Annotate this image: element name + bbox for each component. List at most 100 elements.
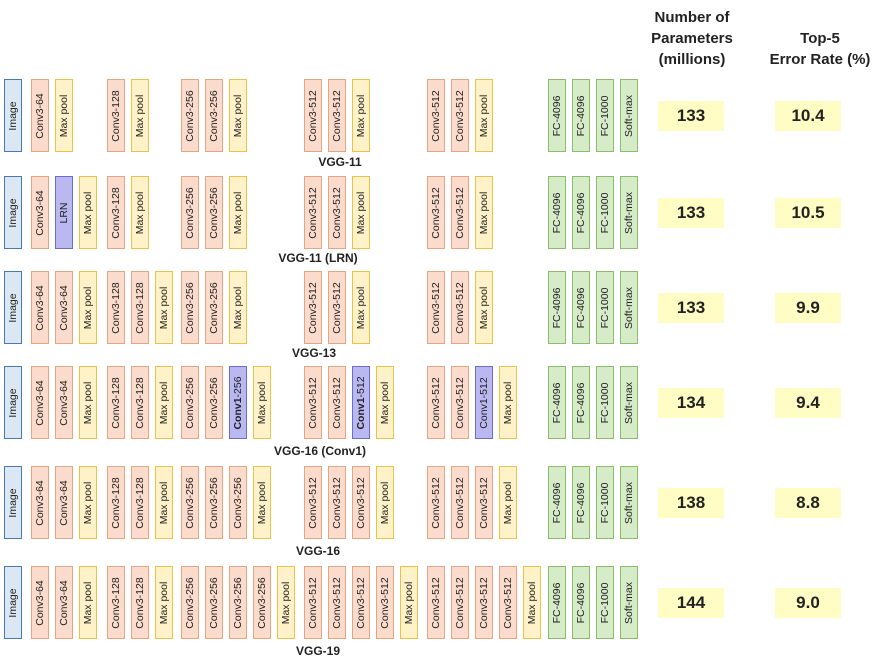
layer-label: Conv3-512 (430, 476, 442, 529)
layer-conv-block: Conv3-256 (181, 566, 199, 639)
layer-fc-block: FC-1000 (596, 566, 614, 639)
layer-label: Max pool (526, 581, 538, 624)
layer-conv-block: Conv3-64 (55, 466, 73, 539)
layer-conv-block: Conv3-512 (499, 566, 517, 639)
layer-label: Conv3-64 (58, 579, 70, 626)
layer-conv-block: Conv3-64 (31, 271, 49, 344)
layer-pool-block: Max pool (155, 466, 173, 539)
layer-fc-block: FC-1000 (596, 466, 614, 539)
layer-conv-block: Conv3-512 (304, 79, 322, 152)
layer-conv-block: Conv3-64 (31, 176, 49, 249)
layer-label: Max pool (58, 94, 70, 137)
layer-fc-block: FC-4096 (572, 79, 590, 152)
layer-label: Conv3-512 (379, 576, 391, 629)
layer-conv-block: Conv3-256 (205, 366, 223, 439)
layer-fc-block: FC-1000 (596, 366, 614, 439)
layer-conv-block: Conv3-512 (451, 366, 469, 439)
error-column-header: Top-5 Error Rate (%) (765, 28, 875, 70)
layer-label: Max pool (134, 191, 146, 234)
layer-label: Conv3-512 (307, 186, 319, 239)
layer-label: Conv3-256 (208, 576, 220, 629)
layer-label: Image (7, 197, 19, 228)
layer-label: Conv3-512 (454, 186, 466, 239)
layer-conv-block: Conv3-512 (451, 176, 469, 249)
layer-label: FC-4096 (551, 582, 563, 623)
layer-fc-block: FC-1000 (596, 271, 614, 344)
layer-label: Conv3-512 (331, 576, 343, 629)
layer-fc-block: FC-4096 (548, 566, 566, 639)
layer-label: Conv3-512 (331, 476, 343, 529)
layer-label: Conv3-512 (307, 376, 319, 429)
layer-fc-block: Soft-max (620, 271, 638, 344)
layer-label: Conv3-128 (134, 476, 146, 529)
error-rate-value: 8.8 (775, 488, 841, 518)
layer-conv-block: Conv3-64 (31, 79, 49, 152)
layer-conv-block: Conv3-512 (427, 79, 445, 152)
layer-label: Max pool (82, 286, 94, 329)
layer-image-block: Image (4, 566, 22, 639)
layer-label: FC-4096 (575, 287, 587, 328)
layer-label: Conv3-64 (34, 579, 46, 626)
layer-fc-block: FC-4096 (548, 79, 566, 152)
layer-pool-block: Max pool (253, 366, 271, 439)
layer-pool-block: Max pool (79, 271, 97, 344)
layer-conv-block: Conv3-256 (181, 176, 199, 249)
layer-image-block: Image (4, 176, 22, 249)
layer-conv-block: Conv3-512 (304, 271, 322, 344)
layer-label: Max pool (403, 581, 415, 624)
layer-label: FC-4096 (575, 192, 587, 233)
layer-label: Conv3-256 (184, 376, 196, 429)
layer-label: Max pool (478, 191, 490, 234)
params-value: 134 (658, 388, 724, 418)
layer-conv1-block: Conv1-256 (229, 366, 247, 439)
layer-label: Image (7, 487, 19, 518)
layer-conv-block: Conv3-64 (55, 366, 73, 439)
layer-label: Conv3-512 (478, 476, 490, 529)
layer-pool-block: Max pool (376, 466, 394, 539)
layer-pool-block: Max pool (352, 79, 370, 152)
layer-conv-block: Conv3-512 (328, 271, 346, 344)
layer-label: Conv3-64 (34, 284, 46, 331)
layer-label: Conv3-256 (232, 476, 244, 529)
layer-conv-block: Conv3-512 (304, 466, 322, 539)
layer-label: Conv3-64 (34, 92, 46, 139)
network-name: VGG-19 (295, 644, 341, 658)
layer-fc-block: FC-4096 (572, 366, 590, 439)
layer-conv-block: Conv3-128 (107, 566, 125, 639)
layer-label: Max pool (502, 381, 514, 424)
layer-conv-block: Conv3-256 (205, 466, 223, 539)
layer-conv-block: Conv3-128 (107, 466, 125, 539)
layer-conv-block: Conv3-128 (107, 79, 125, 152)
layer-conv-block: Conv3-512 (304, 176, 322, 249)
layer-image-block: Image (4, 79, 22, 152)
layer-conv-block: Conv3-512 (451, 566, 469, 639)
layer-label: Conv3-512 (454, 576, 466, 629)
layer-image-block: Image (4, 366, 22, 439)
layer-label: Max pool (379, 481, 391, 524)
layer-label: Image (7, 387, 19, 418)
layer-fc-block: Soft-max (620, 79, 638, 152)
layer-fc-block: Soft-max (620, 466, 638, 539)
layer-pool-block: Max pool (400, 566, 418, 639)
layer-label: Max pool (355, 191, 367, 234)
layer-label: FC-4096 (575, 382, 587, 423)
layer-conv-block: Conv3-512 (451, 79, 469, 152)
params-header-line-2: Parameters (651, 30, 733, 47)
layer-label: Conv3-128 (110, 89, 122, 142)
error-header-line-1: Top-5 (800, 30, 840, 47)
layer-pool-block: Max pool (499, 466, 517, 539)
layer-label: Conv3-128 (134, 281, 146, 334)
layer-fc-block: FC-4096 (572, 271, 590, 344)
layer-label: Conv3-128 (110, 576, 122, 629)
layer-label: Max pool (82, 481, 94, 524)
error-header-line-2: Error Rate (%) (769, 51, 871, 68)
layer-conv-block: Conv3-256 (181, 271, 199, 344)
network-name: VGG-16 (295, 544, 341, 558)
layer-conv1-block: Conv1-512 (352, 366, 370, 439)
layer-label: Conv3-128 (110, 476, 122, 529)
layer-label: Soft-max (623, 94, 635, 137)
layer-fc-block: FC-1000 (596, 176, 614, 249)
layer-conv-block: Conv3-256 (181, 466, 199, 539)
layer-label: Max pool (256, 481, 268, 524)
